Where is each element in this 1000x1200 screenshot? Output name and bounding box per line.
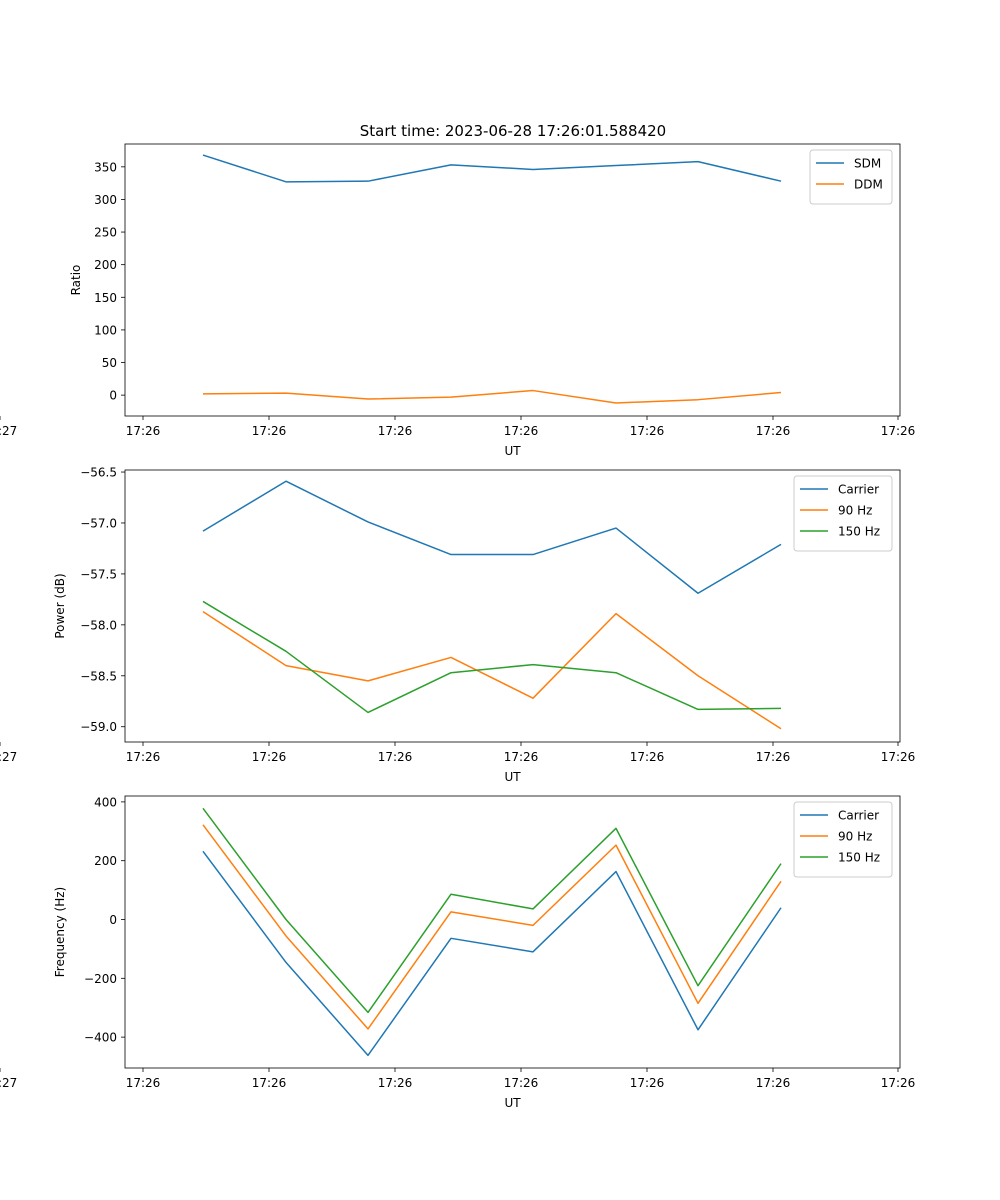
x-tick-label: 17:26 [630, 424, 665, 438]
y-tick-label: −200 [84, 972, 117, 986]
x-tick-label: 17:26 [756, 750, 791, 764]
x-tick-label: 17:26 [630, 1076, 665, 1090]
x-tick-label: 17:26 [252, 424, 287, 438]
subplots: 17:26 17:26 17:26 17:26 17:26 17:26 17:26 17:27… [0, 143, 916, 1110]
subplot-3: 17:26 17:26 17:26 17:26 17:26 17:26 17:26 17:27… [0, 795, 915, 1110]
y-tick-label: 400 [94, 795, 117, 809]
x-tick-label: 17:26 [378, 1076, 413, 1090]
y-axis-label: Frequency (Hz) [53, 887, 67, 978]
y-tick-label: 150 [94, 291, 117, 305]
x-tick-label: 17:26 [126, 1076, 161, 1090]
legend-entry: Carrier [838, 483, 879, 497]
legend-entry: 150 Hz [838, 851, 880, 865]
legend-entry: 90 Hz [838, 504, 872, 518]
series-line-carrier [202, 480, 782, 595]
y-tick-label: 200 [94, 258, 117, 272]
y-tick-label: −57.0 [80, 516, 117, 530]
x-tick-label: 17:26 [756, 424, 791, 438]
legend: SDM DDM [809, 149, 893, 205]
x-tick-label: 17:26 [252, 1076, 287, 1090]
series-line-150-hz [202, 807, 782, 1014]
x-tick-label: 17:27 [0, 1076, 17, 1090]
x-tick-label: 17:26 [630, 750, 665, 764]
y-axis-label: Power (dB) [53, 573, 67, 638]
y-tick-label: −58.0 [80, 618, 117, 632]
axes-frame [124, 143, 901, 417]
x-tick-label: 17:26 [378, 424, 413, 438]
y-tick-label: 200 [94, 854, 117, 868]
y-tick-label: 350 [94, 160, 117, 174]
axes-frame [124, 469, 901, 743]
subplot-1: 17:26 17:26 17:26 17:26 17:26 17:26 17:26 17:27… [0, 143, 916, 458]
y-tick-label: 50 [102, 356, 117, 370]
x-tick-label: 17:26 [378, 750, 413, 764]
y-tick-label: −57.5 [80, 567, 117, 581]
x-tick-label: 17:26 [756, 1076, 791, 1090]
legend-entry: 150 Hz [838, 525, 880, 539]
x-axis-label: UT [504, 444, 521, 458]
x-tick-label: 17:26 [881, 424, 916, 438]
series-line-90-hz [202, 824, 782, 1030]
x-tick-label: 17:26 [126, 424, 161, 438]
y-tick-label: −58.5 [80, 669, 117, 683]
legend-entry: SDM [854, 157, 881, 171]
legend-entry: DDM [854, 178, 883, 192]
y-tick-label: 0 [109, 913, 117, 927]
y-tick-label: 300 [94, 193, 117, 207]
series-line-carrier [202, 850, 782, 1057]
legend-entry: 90 Hz [838, 830, 872, 844]
legend-box [793, 801, 893, 878]
y-tick-label: −59.0 [80, 720, 117, 734]
y-tick-label: 0 [109, 389, 117, 403]
series-line-90-hz [202, 610, 782, 730]
figure-title: Start time: 2023-06-28 17:26:01.588420 [360, 122, 666, 140]
x-tick-label: 17:26 [504, 750, 539, 764]
x-tick-label: 17:26 [881, 1076, 916, 1090]
x-tick-label: 17:26 [504, 424, 539, 438]
series-line-ddm [202, 389, 782, 404]
legend: Carrier 90 Hz 150 Hz [793, 801, 893, 878]
y-tick-label: −400 [84, 1031, 117, 1045]
x-tick-label: 17:26 [504, 1076, 539, 1090]
x-axis-label: UT [504, 770, 521, 784]
series-line-150-hz [202, 600, 782, 714]
y-axis-label: Ratio [69, 265, 83, 296]
x-tick-label: 17:27 [0, 750, 17, 764]
y-tick-label: 100 [94, 323, 117, 337]
legend-box [793, 475, 893, 552]
legend-entry: Carrier [838, 809, 879, 823]
y-tick-label: 250 [94, 226, 117, 240]
subplot-2: 17:26 17:26 17:26 17:26 17:26 17:26 17:26 17:27… [0, 466, 915, 784]
y-tick-label: −56.5 [80, 466, 117, 480]
series-line-sdm [202, 154, 782, 183]
x-tick-label: 17:26 [126, 750, 161, 764]
x-tick-label: 17:26 [881, 750, 916, 764]
x-tick-label: 17:27 [0, 424, 17, 438]
legend: Carrier 90 Hz 150 Hz [793, 475, 893, 552]
axes-frame [124, 795, 901, 1069]
x-axis-label: UT [504, 1096, 521, 1110]
x-tick-label: 17:26 [252, 750, 287, 764]
